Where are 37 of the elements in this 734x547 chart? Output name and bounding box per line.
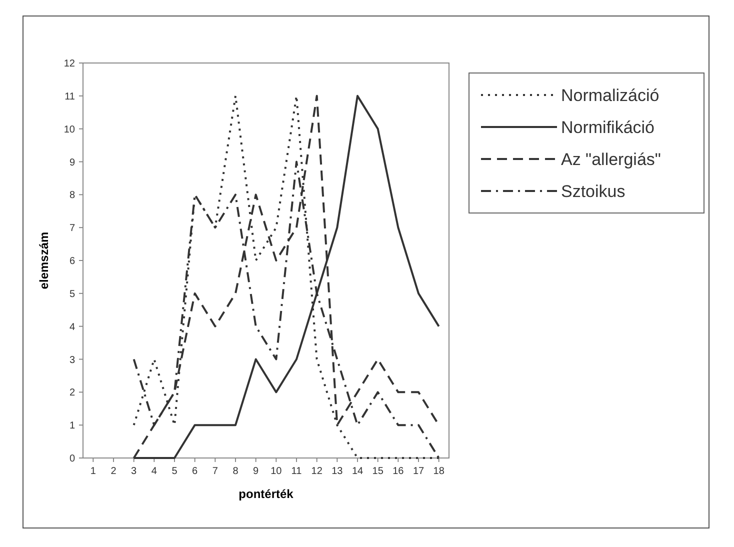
x-tick-label: 16 bbox=[392, 466, 404, 477]
y-tick-label: 10 bbox=[64, 124, 76, 136]
y-tick-label: 5 bbox=[69, 288, 76, 300]
x-tick-label: 1 bbox=[90, 466, 96, 477]
x-axis-title: pontérték bbox=[238, 487, 294, 501]
x-tick-label: 11 bbox=[291, 466, 302, 477]
x-tick-label: 15 bbox=[372, 466, 384, 477]
y-tick-label: 6 bbox=[69, 256, 76, 267]
y-axis-title: elemszám bbox=[37, 232, 51, 290]
x-tick-label: 4 bbox=[151, 466, 158, 477]
y-tick-label: 9 bbox=[69, 157, 76, 168]
x-tick-label: 2 bbox=[110, 466, 117, 477]
x-tick-label: 13 bbox=[332, 466, 344, 477]
y-tick-label: 3 bbox=[69, 354, 76, 366]
x-tick-label: 14 bbox=[352, 466, 364, 477]
legend-label: Normifikáció bbox=[561, 118, 655, 137]
x-tick-label: 8 bbox=[232, 466, 239, 477]
x-tick-label: 12 bbox=[311, 466, 323, 477]
x-tick-label: 17 bbox=[412, 466, 424, 477]
x-tick-label: 18 bbox=[433, 466, 445, 477]
x-tick-label: 10 bbox=[270, 466, 282, 477]
y-tick-label: 12 bbox=[64, 58, 76, 70]
y-tick-label: 0 bbox=[69, 454, 76, 464]
y-tick-label: 1 bbox=[69, 420, 76, 432]
legend-label: Sztoikus bbox=[561, 182, 626, 201]
x-tick-label: 9 bbox=[253, 466, 260, 477]
x-tick-label: 7 bbox=[212, 466, 218, 477]
y-tick-label: 8 bbox=[69, 190, 76, 202]
x-tick-label: 3 bbox=[131, 466, 138, 477]
x-tick-label: 5 bbox=[172, 466, 178, 477]
y-tick-label: 11 bbox=[64, 91, 76, 102]
y-tick-label: 2 bbox=[69, 388, 76, 399]
y-tick-label: 4 bbox=[69, 322, 76, 333]
y-tick-label: 7 bbox=[69, 223, 76, 234]
legend-label: Normalizáció bbox=[561, 86, 660, 105]
x-tick-label: 6 bbox=[192, 466, 198, 477]
legend-label: Az "allergiás" bbox=[561, 150, 661, 169]
